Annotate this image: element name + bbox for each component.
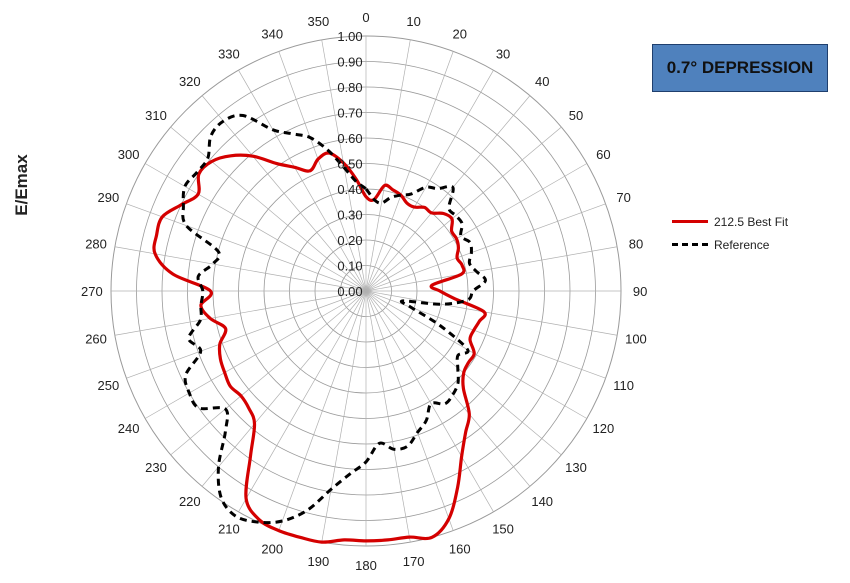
grid-spoke [365, 246, 618, 292]
angle-tick-labels: 0 10 20 30 40 50 60 70 80 90 100 110 120 130 140 150 160… [81, 10, 647, 573]
angle-tick-label: 220 [179, 494, 201, 509]
polar-grid [110, 35, 622, 547]
r-tick-label: 0.50 [337, 157, 362, 172]
angle-tick-label: 170 [403, 554, 425, 569]
grid-spoke [238, 69, 367, 292]
grid-spoke [201, 95, 367, 292]
legend-label-reference: Reference [714, 237, 770, 252]
radial-tick-labels: 0.00 0.10 0.20 0.30 0.40 0.50 0.60 0.70 0.80 0.90… [337, 29, 362, 299]
grid-spoke [278, 51, 367, 292]
angle-tick-label: 310 [145, 108, 167, 123]
angle-tick-label: 30 [496, 47, 510, 62]
grid-spoke [144, 163, 367, 292]
r-tick-label: 0.70 [337, 106, 362, 121]
angle-tick-label: 320 [179, 74, 201, 89]
angle-tick-label: 160 [449, 542, 471, 557]
angle-tick-label: 110 [613, 378, 634, 393]
grid-spoke [126, 290, 367, 379]
angle-tick-label: 330 [218, 47, 240, 62]
grid-spoke [365, 290, 494, 513]
angle-tick-label: 90 [633, 284, 647, 299]
angle-tick-label: 280 [85, 236, 107, 251]
grid-spoke [365, 290, 531, 487]
grid-spoke [365, 290, 588, 419]
grid-spoke [126, 203, 367, 292]
angle-tick-label: 50 [569, 108, 583, 123]
grid-spoke [365, 163, 588, 292]
r-tick-label: 0.80 [337, 80, 362, 95]
r-tick-label: 0.00 [337, 284, 362, 299]
r-tick-label: 0.90 [337, 55, 362, 70]
grid-spoke [114, 290, 367, 336]
grid-spoke [238, 290, 367, 513]
angle-tick-label: 300 [118, 147, 140, 162]
grid-spoke [321, 290, 367, 543]
angle-tick-label: 250 [98, 378, 120, 393]
r-tick-label: 0.30 [337, 208, 362, 223]
series-layer [152, 113, 487, 544]
chart-title: 0.7° DEPRESSION [666, 58, 814, 77]
grid-spoke [365, 51, 454, 292]
r-tick-label: 0.10 [337, 259, 362, 274]
r-tick-label: 0.40 [337, 182, 362, 197]
angle-tick-label: 100 [625, 332, 647, 347]
angle-tick-label: 270 [81, 284, 103, 299]
grid-spoke [365, 290, 606, 379]
grid-spoke [365, 290, 411, 543]
angle-tick-label: 70 [616, 190, 630, 205]
angle-tick-label: 0 [362, 10, 369, 25]
legend: 212.5 Best Fit Reference [672, 210, 788, 256]
angle-tick-label: 200 [261, 542, 283, 557]
r-tick-label: 0.60 [337, 131, 362, 146]
grid-spoke [170, 290, 367, 456]
r-tick-label: 0.20 [337, 233, 362, 248]
angle-tick-label: 290 [98, 190, 120, 205]
angle-tick-label: 20 [453, 26, 467, 41]
angle-tick-label: 260 [85, 332, 107, 347]
grid-spoke [365, 39, 411, 292]
angle-tick-label: 210 [218, 521, 240, 536]
legend-swatch-solid [672, 220, 708, 223]
angle-tick-label: 80 [629, 236, 643, 251]
grid-spoke [365, 290, 454, 531]
angle-tick-label: 190 [308, 554, 330, 569]
angle-tick-label: 240 [118, 421, 140, 436]
angle-tick-label: 340 [261, 26, 283, 41]
chart-title-box: 0.7° DEPRESSION [652, 44, 828, 92]
angle-tick-label: 120 [593, 421, 615, 436]
legend-label-best-fit: 212.5 Best Fit [714, 214, 789, 229]
grid-spoke [170, 126, 367, 292]
angle-tick-label: 10 [406, 14, 420, 29]
grid-spoke [365, 126, 562, 292]
grid-spoke [365, 203, 606, 292]
grid-spoke [365, 69, 494, 292]
angle-tick-label: 130 [565, 460, 587, 475]
grid-spoke [278, 290, 367, 531]
grid-spoke [201, 290, 367, 487]
angle-tick-label: 350 [308, 14, 330, 29]
series-line-reference [181, 113, 487, 525]
angle-tick-label: 150 [492, 521, 514, 536]
grid-spoke [365, 95, 531, 292]
legend-item-best-fit: 212.5 Best Fit [672, 210, 788, 233]
legend-swatch-dashed [672, 243, 708, 246]
series-line-best-fit [152, 151, 487, 544]
y-axis-label-text: E/Emax [12, 154, 31, 216]
y-axis-label: E/Emax [10, 140, 34, 230]
angle-tick-label: 40 [535, 74, 549, 89]
angle-tick-label: 140 [531, 494, 553, 509]
angle-tick-label: 230 [145, 460, 167, 475]
legend-item-reference: Reference [672, 233, 788, 256]
angle-tick-label: 60 [596, 147, 610, 162]
grid-spoke [365, 290, 618, 336]
grid-spoke [144, 290, 367, 419]
angle-tick-label: 180 [355, 558, 377, 573]
r-tick-label: 1.00 [337, 29, 362, 44]
